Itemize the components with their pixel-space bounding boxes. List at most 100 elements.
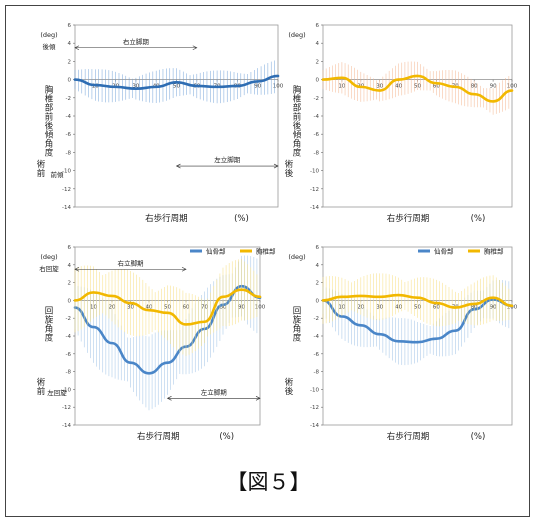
y-tick-label: 2: [68, 59, 72, 65]
y-axis-unit: (deg): [288, 31, 305, 39]
arrow-head: [74, 266, 80, 272]
y-axis-title-char: 胸: [293, 85, 302, 96]
y-tick-label: 2: [316, 59, 320, 65]
y-tick-label: -8: [314, 370, 320, 376]
y-tick-label: -14: [62, 423, 71, 429]
y-tick-label: -14: [310, 423, 319, 429]
y-tick-label: -2: [314, 316, 319, 322]
x-axis-unit: (%): [471, 432, 486, 442]
y-axis-condition-label-char: 術: [37, 159, 46, 170]
y-axis-title-char: 度: [45, 148, 54, 159]
y-axis-title-char: 旋: [293, 314, 302, 325]
y-tick-label: 4: [68, 263, 72, 269]
y-tick-label: -4: [314, 114, 320, 120]
arrow-head: [74, 45, 80, 51]
arrow-head: [273, 163, 279, 169]
y-tick-label: -10: [62, 169, 71, 175]
y-axis-unit: (deg): [40, 253, 57, 261]
arrow-head: [192, 45, 198, 51]
y-tick-label: -4: [66, 114, 72, 120]
phase-label: 左立脚期: [214, 155, 241, 164]
y-tick-label: 0: [68, 78, 72, 84]
y-axis-title-char: 部: [45, 103, 54, 114]
y-axis-title-char: 椎: [45, 94, 54, 105]
y-axis-title-char: 前: [45, 112, 54, 123]
y-tick-label: -2: [314, 96, 319, 102]
y-axis-title-char: 角: [293, 323, 302, 334]
y-axis-title-char: 角: [293, 139, 302, 150]
legend-label: 胸椎部: [256, 247, 276, 256]
plot-area: [74, 24, 279, 208]
y-axis-unit: (deg): [288, 253, 305, 261]
legend-label: 仙骨部: [434, 247, 454, 256]
y-tick-label: 2: [68, 281, 72, 287]
y-axis-title-char: 角: [45, 323, 54, 334]
arrow-head: [181, 266, 187, 272]
phase-label: 右立脚期: [118, 258, 145, 267]
y-axis-condition-label-char: 術: [285, 377, 294, 388]
y-tick-label: -12: [62, 405, 71, 411]
y-axis-lower-label: 左回旋: [47, 388, 67, 397]
y-tick-label: -10: [310, 169, 319, 175]
y-tick-label: 6: [68, 23, 72, 29]
y-axis-condition-label-char: 後: [285, 168, 294, 179]
x-tick-label: 90: [490, 84, 497, 90]
arrow-head: [255, 396, 261, 401]
arrow-head: [166, 396, 172, 401]
y-tick-label: -14: [310, 205, 319, 211]
y-axis-title-char: 回: [45, 306, 54, 316]
y-tick-label: -12: [62, 187, 71, 193]
y-tick-label: -10: [310, 387, 319, 393]
y-tick-label: 6: [68, 245, 72, 251]
y-tick-label: -4: [314, 334, 320, 340]
y-axis-title-char: 椎: [293, 94, 302, 105]
y-tick-label: -6: [66, 352, 72, 358]
y-axis-title-char: 度: [45, 332, 54, 343]
y-tick-label: 4: [316, 41, 320, 47]
x-tick-label: 100: [273, 84, 284, 90]
arrow-head: [175, 163, 181, 169]
x-tick-label: 100: [507, 84, 518, 90]
y-tick-label: -10: [62, 387, 71, 393]
y-axis-title-char: 角: [45, 139, 54, 150]
x-axis-title: 右歩行周期: [387, 431, 430, 442]
y-tick-label: -8: [66, 370, 72, 376]
y-axis-unit: (deg): [40, 31, 57, 39]
y-tick-label: 2: [316, 281, 320, 287]
y-tick-label: -12: [310, 405, 319, 411]
y-axis-condition-label-char: 後: [285, 386, 294, 397]
y-tick-label: 4: [316, 263, 320, 269]
y-tick-label: -8: [314, 150, 320, 156]
x-axis-unit: (%): [234, 214, 249, 224]
legend-label: 仙骨部: [206, 247, 226, 256]
x-tick-label: 100: [507, 304, 518, 310]
y-axis-condition-label: 術前: [37, 159, 46, 179]
y-axis-title-char: 旋: [45, 314, 54, 325]
y-axis-title-char: 度: [293, 332, 302, 343]
y-tick-label: -2: [66, 96, 71, 102]
plot-area: [322, 24, 513, 208]
figure-caption: 【図５】: [226, 470, 311, 494]
y-axis-title-char: 回: [293, 306, 302, 316]
y-tick-label: -2: [66, 316, 71, 322]
y-tick-label: 4: [68, 41, 72, 47]
x-axis-title: 右歩行周期: [145, 213, 188, 224]
y-axis-condition-label-char: 術: [285, 159, 294, 170]
x-tick-label: 100: [255, 304, 266, 310]
y-axis-condition-label-char: 術: [37, 377, 46, 388]
y-tick-label: 6: [316, 23, 320, 29]
y-axis-upper-label: 右回旋: [39, 264, 59, 273]
y-tick-label: -6: [66, 132, 72, 138]
y-axis-title-char: 傾: [293, 130, 302, 141]
y-tick-label: -8: [66, 150, 72, 156]
y-tick-label: -6: [314, 132, 320, 138]
y-tick-label: 0: [316, 78, 320, 84]
y-tick-label: -12: [310, 187, 319, 193]
